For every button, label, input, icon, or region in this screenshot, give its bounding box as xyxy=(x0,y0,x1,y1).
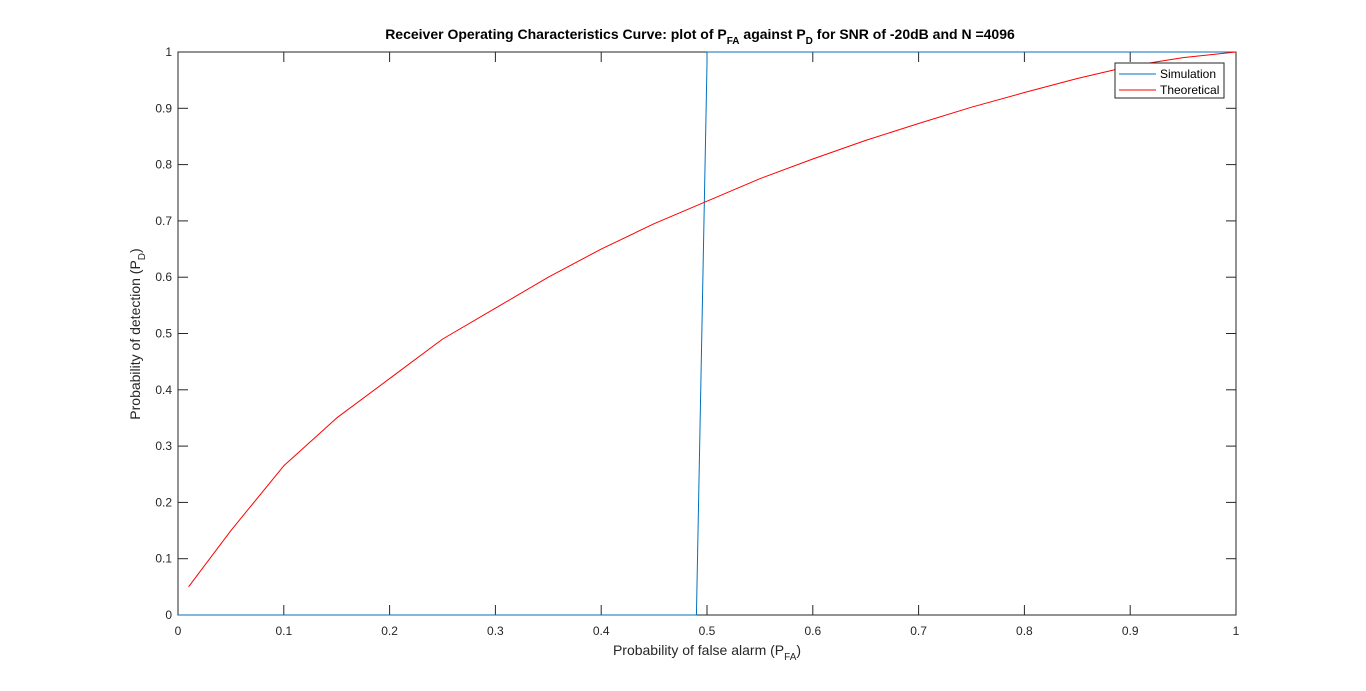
x-axis-label-text: Probability of false alarm (P xyxy=(613,642,784,658)
x-tick-label: 0.9 xyxy=(1122,624,1139,638)
y-tick-label: 0 xyxy=(165,608,172,622)
y-tick-label: 0.3 xyxy=(155,439,172,453)
x-tick-label: 0.6 xyxy=(804,624,821,638)
x-tick-labels: 0 0.1 0.2 0.3 0.4 0.5 0.6 0.7 0.8 0.9 1 xyxy=(175,624,1240,638)
title-mid: against P xyxy=(740,26,806,42)
x-tick-label: 0.2 xyxy=(381,624,398,638)
y-tick-label: 0.7 xyxy=(155,214,172,228)
title-suffix: for SNR of -20dB and N =4096 xyxy=(813,26,1015,42)
y-tick-labels: 0 0.1 0.2 0.3 0.4 0.5 0.6 0.7 0.8 0.9 1 xyxy=(155,45,172,622)
x-tick-label: 0.8 xyxy=(1016,624,1033,638)
y-axis-label-sub: D xyxy=(137,253,148,260)
x-tick-label: 0.4 xyxy=(593,624,610,638)
y-tick-label: 0.8 xyxy=(155,158,172,172)
plot-area xyxy=(177,51,1237,616)
legend-label-theoretical: Theoretical xyxy=(1160,83,1219,97)
title-prefix: Receiver Operating Characteristics Curve… xyxy=(385,26,727,42)
series-lines xyxy=(178,51,1237,616)
y-axis-label-close: ) xyxy=(127,248,143,253)
y-tick-label: 0.4 xyxy=(155,383,172,397)
y-tick-label: 0.1 xyxy=(155,552,172,566)
x-axis-label-sub: FA xyxy=(784,652,797,663)
title-sub-d: D xyxy=(806,36,813,47)
tick-marks xyxy=(177,51,1237,616)
x-tick-label: 0.5 xyxy=(699,624,716,638)
x-tick-label: 1 xyxy=(1233,624,1240,638)
y-axis-label: Probability of detection (PD) xyxy=(127,248,148,419)
y-tick-label: 0.2 xyxy=(155,495,172,509)
title-sub-fa: FA xyxy=(727,36,740,47)
x-axis-label: Probability of false alarm (PFA) xyxy=(613,642,801,663)
x-tick-label: 0.1 xyxy=(275,624,292,638)
y-tick-label: 0.6 xyxy=(155,270,172,284)
series-line-simulation xyxy=(178,51,1236,616)
legend-label-simulation: Simulation xyxy=(1160,67,1216,81)
y-tick-label: 1 xyxy=(165,45,172,59)
x-tick-label: 0 xyxy=(175,624,182,638)
y-tick-label: 0.9 xyxy=(155,101,172,115)
x-tick-label: 0.3 xyxy=(487,624,504,638)
x-axis-label-close: ) xyxy=(796,642,801,658)
y-tick-label: 0.5 xyxy=(155,327,172,341)
series-line-theoretical xyxy=(188,51,1237,588)
legend: Simulation Theoretical xyxy=(1114,62,1225,99)
x-tick-label: 0.7 xyxy=(910,624,927,638)
chart-title: Receiver Operating Characteristics Curve… xyxy=(385,26,1015,47)
legend-box xyxy=(1114,62,1225,99)
y-axis-label-text: Probability of detection (P xyxy=(127,260,143,420)
